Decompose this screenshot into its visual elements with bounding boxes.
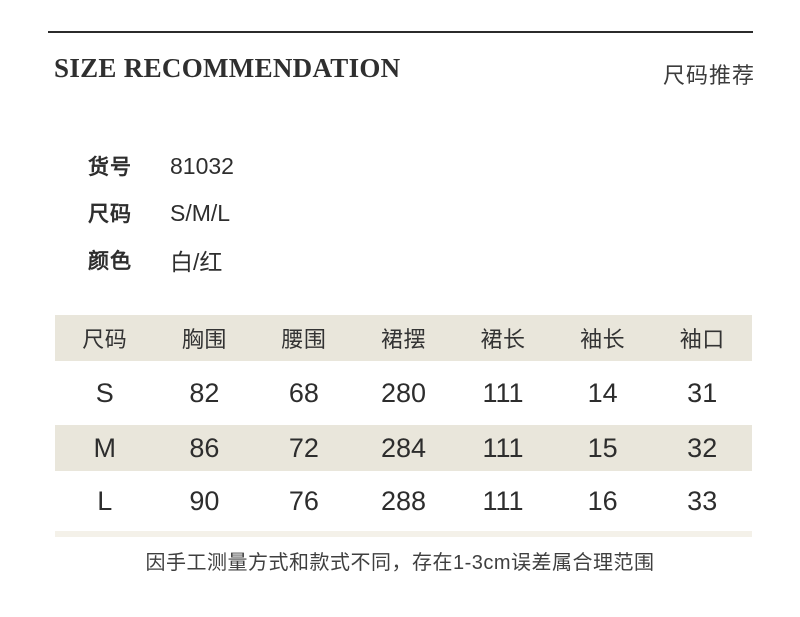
size-table-row-m: M 86 72 284 111 15 32: [55, 425, 752, 471]
row-m-cuff-cell: 32: [687, 432, 718, 463]
size-table-bottom-strip: [55, 531, 752, 537]
size-table-header-row: 尺码 胸围 腰围 裙摆 裙长 袖长 袖口: [55, 315, 752, 361]
product-info-row-sizes: 尺码 S/M/L: [88, 199, 234, 227]
size-table: 尺码 胸围 腰围 裙摆 裙长 袖长 袖口 S 82 68 280 111 14 …: [55, 315, 752, 537]
header-cell-cuff: 袖口: [679, 327, 725, 352]
sizes-label: 尺码: [88, 203, 132, 226]
top-divider-rule: [48, 31, 753, 33]
product-info-block: 货号 81032 尺码 S/M/L 颜色 白/红: [88, 152, 234, 293]
row-s-cuff-cell: 31: [687, 377, 718, 408]
page-title-chinese: 尺码推荐: [662, 63, 755, 88]
row-s-size-cell: S: [95, 377, 114, 408]
row-s-hem-cell: 280: [380, 377, 427, 408]
item-number-label: 货号: [88, 156, 132, 179]
product-info-row-item-number: 货号 81032: [88, 152, 234, 180]
header-cell-skirt-length: 裙长: [480, 327, 526, 352]
row-l-sleeve-length-cell: 16: [587, 485, 618, 516]
header-cell-sleeve-length: 袖长: [580, 327, 626, 352]
row-l-cuff-cell: 33: [687, 485, 718, 516]
row-m-hem-cell: 284: [380, 432, 427, 463]
row-m-bust-cell: 86: [189, 432, 220, 463]
header-cell-waist: 腰围: [281, 327, 327, 352]
header-cell-size: 尺码: [82, 327, 128, 352]
row-m-waist-cell: 72: [288, 432, 319, 463]
colors-value: 白/红: [170, 249, 223, 275]
row-s-bust-cell: 82: [189, 377, 220, 408]
header-cell-bust: 胸围: [181, 327, 227, 352]
row-s-skirt-length-cell: 111: [482, 377, 524, 408]
sizes-value: S/M/L: [170, 199, 231, 226]
row-s-sleeve-length-cell: 14: [587, 377, 618, 408]
product-info-row-colors: 颜色 白/红: [88, 246, 234, 275]
row-m-skirt-length-cell: 111: [482, 432, 524, 463]
row-l-skirt-length-cell: 111: [482, 485, 524, 516]
row-m-sleeve-length-cell: 15: [587, 432, 618, 463]
page-title: SIZE RECOMMENDATION: [54, 53, 401, 83]
row-l-bust-cell: 90: [189, 485, 220, 516]
header-cell-hem: 裙摆: [380, 327, 426, 352]
row-s-waist-cell: 68: [288, 377, 319, 408]
row-l-waist-cell: 76: [288, 485, 319, 516]
row-l-size-cell: L: [97, 485, 113, 516]
size-table-row-s: S 82 68 280 111 14 31: [55, 361, 752, 425]
row-m-size-cell: M: [93, 432, 117, 463]
item-number-value: 81032: [170, 152, 234, 179]
row-l-hem-cell: 288: [380, 485, 427, 516]
colors-label: 颜色: [88, 250, 132, 273]
measurement-tolerance-note: 因手工测量方式和款式不同，存在1-3cm误差属合理范围: [145, 552, 655, 574]
size-table-row-l: L 90 76 288 111 16 33: [55, 471, 752, 531]
